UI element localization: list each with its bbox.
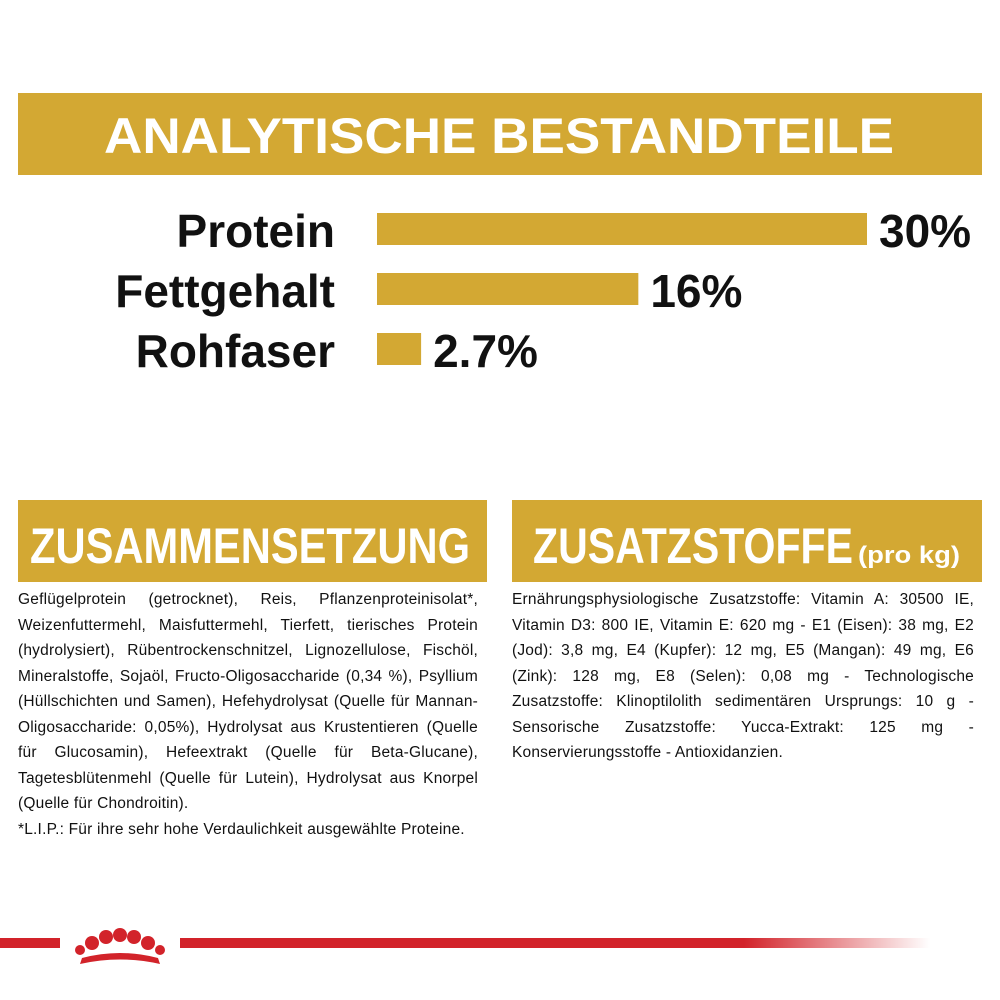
composition-footnote: *L.I.P.: Für ihre sehr hohe Verdaulichke… [18, 820, 465, 838]
additives-text: Ernährungsphysiologische Zusatzstoffe: V… [512, 591, 974, 761]
composition-text: Geflügelprotein (getrocknet), Reis, Pfla… [18, 591, 478, 812]
category-label: Protein [177, 205, 335, 257]
category-label: Fettgehalt [115, 265, 335, 317]
additives-heading: ZUSATZSTOFFE [533, 518, 853, 574]
chart-title: ANALYTISCHE BESTANDTEILE [104, 108, 894, 164]
footer-line [0, 938, 930, 948]
title-bar [18, 93, 982, 175]
composition-heading-bar [18, 500, 487, 582]
crown-logo [60, 925, 180, 964]
value-label: 16% [650, 265, 742, 317]
bar [377, 273, 639, 305]
value-label: 30% [879, 205, 971, 257]
value-label: 2.7% [433, 325, 538, 377]
additives-heading-bar [512, 500, 982, 582]
category-label: Rohfaser [136, 325, 335, 377]
composition-heading: ZUSAMMENSETZUNG [30, 518, 470, 574]
bar [377, 213, 867, 245]
bar [377, 333, 422, 365]
composition-text-block: Geflügelprotein (getrocknet), Reis, Pfla… [18, 587, 478, 842]
additives-unit: (pro kg) [858, 542, 960, 569]
